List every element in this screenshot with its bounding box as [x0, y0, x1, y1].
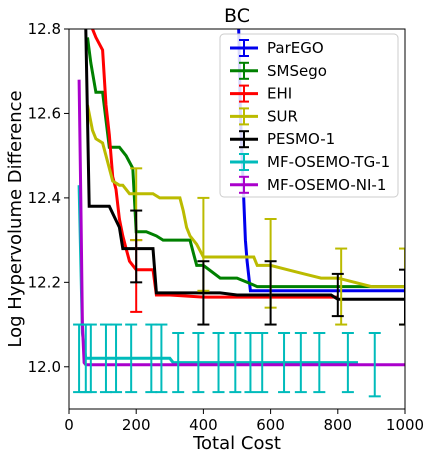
legend-label: SMSego [267, 62, 327, 80]
series-line-2 [91, 29, 338, 299]
series-line-6 [77, 79, 405, 367]
errorbar-4-1 [197, 260, 210, 326]
errorbar-5-18 [368, 332, 381, 398]
errorbar-5-3 [99, 323, 112, 394]
x-tick-label: 400 [189, 416, 218, 434]
errorbar-4-0 [130, 209, 143, 284]
x-axis-title: Total Cost [192, 433, 281, 454]
errorbar-5-17 [341, 332, 354, 394]
x-tick-label: 600 [256, 416, 285, 434]
errorbar-5-13 [256, 332, 269, 394]
legend-label: MF-OSEMO-TG-1 [267, 153, 390, 171]
x-tick-label: 1000 [386, 416, 424, 434]
x-axis: 0 200 400 600 800 1000 [64, 409, 424, 434]
y-axis: 12.0 12.2 12.4 12.6 12.8 [28, 20, 69, 376]
series-line-3 [86, 104, 405, 289]
y-tick-label: 12.8 [28, 20, 61, 38]
errorbar-5-2 [84, 323, 97, 394]
y-tick-label: 12.4 [28, 189, 61, 207]
errorbar-3-3 [335, 247, 348, 326]
y-axis-title: Log Hypervolume Difference [5, 90, 26, 347]
errorbar-5-6 [145, 323, 158, 394]
errorbar-4-3 [331, 272, 344, 318]
legend-label: ParEGO [267, 39, 324, 57]
errorbar-5-5 [125, 323, 138, 394]
errorbar-4-2 [264, 260, 277, 326]
legend-label: MF-OSEMO-NI-1 [267, 176, 386, 194]
legend-item-4: PESMO-1 [230, 130, 335, 149]
errorbar-5-9 [192, 332, 205, 394]
legend: ParEGO SMSego EHI SUR PESMO-1 MF-OSEMO-TG-1 MF… [219, 33, 399, 198]
legend-label: PESMO-1 [267, 130, 335, 148]
errorbar-layer [73, 167, 405, 398]
chart-title: BC [224, 5, 250, 27]
plot-border [68, 28, 406, 410]
legend-item-5: MF-OSEMO-TG-1 [230, 153, 390, 171]
y-tick-label: 12.2 [28, 273, 61, 291]
legend-item-3: SUR [230, 107, 298, 126]
legend-box [219, 33, 399, 198]
errorbar-5-15 [294, 332, 307, 394]
errorbar-5-14 [278, 332, 291, 394]
errorbar-5-7 [155, 323, 168, 394]
legend-item-2: EHI [230, 84, 292, 103]
errorbar-5-10 [212, 332, 225, 394]
errorbar-4-4 [399, 268, 405, 326]
legend-item-1: SMSego [230, 61, 327, 80]
legend-item-0: ParEGO [230, 39, 324, 57]
y-tick-label: 12.0 [28, 358, 61, 376]
errorbar-5-11 [229, 332, 242, 394]
series-line-4 [84, 29, 405, 301]
errorbar-5-8 [172, 332, 185, 394]
x-tick-label: 0 [64, 416, 74, 434]
legend-item-6: MF-OSEMO-NI-1 [230, 175, 386, 194]
errorbar-5-12 [244, 332, 257, 394]
y-tick-label: 12.6 [28, 104, 61, 122]
legend-label: EHI [267, 85, 292, 103]
x-tick-label: 200 [122, 416, 151, 434]
errorbar-5-4 [110, 323, 123, 394]
x-tick-label: 800 [323, 416, 352, 434]
legend-label: SUR [267, 107, 298, 125]
errorbar-5-16 [313, 332, 326, 394]
